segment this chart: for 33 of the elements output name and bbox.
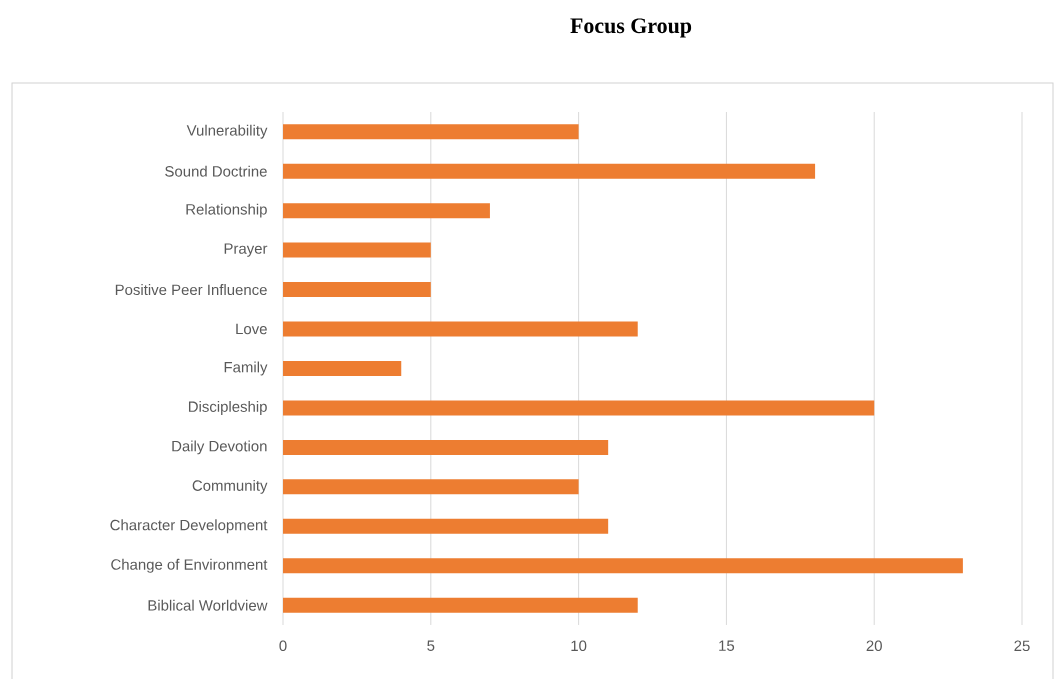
y-tick-label: Sound Doctrine [165, 165, 267, 177]
x-tick-label: 20 [866, 640, 882, 652]
y-tick-label: Change of Environment [111, 558, 268, 573]
y-tick-label: Love [236, 323, 267, 335]
x-tick-label: 10 [571, 640, 587, 652]
bar [283, 282, 431, 298]
y-tick-label: Community [192, 479, 268, 494]
y-tick-label: Positive Peer Influence [115, 284, 267, 296]
bar [283, 163, 816, 179]
x-tick-label: 0 [279, 640, 287, 652]
bar [283, 360, 402, 376]
bar [283, 558, 963, 574]
bar [283, 124, 579, 140]
y-tick-label: Relationship [186, 203, 267, 218]
bar [283, 518, 609, 534]
bar [283, 321, 638, 337]
bar [283, 242, 431, 258]
y-tick-label: Family [224, 361, 268, 376]
bar [283, 479, 579, 495]
bar [283, 400, 875, 416]
y-tick-label: Daily Devotion [172, 440, 267, 455]
x-tick-label: 15 [719, 640, 735, 651]
y-tick-label: Discipleship [188, 400, 267, 415]
y-tick-label: Vulnerability [186, 124, 268, 139]
bar [283, 203, 490, 219]
x-tick-label: 25 [1014, 640, 1030, 652]
bar [283, 439, 609, 455]
y-tick-label: Prayer [224, 243, 268, 257]
bar [283, 597, 638, 613]
y-tick-label: Character Development [110, 519, 268, 534]
y-tick-label: Biblical Worldview [148, 599, 268, 611]
x-tick-label: 5 [427, 640, 435, 651]
chart-title: Focus Group [570, 18, 692, 38]
